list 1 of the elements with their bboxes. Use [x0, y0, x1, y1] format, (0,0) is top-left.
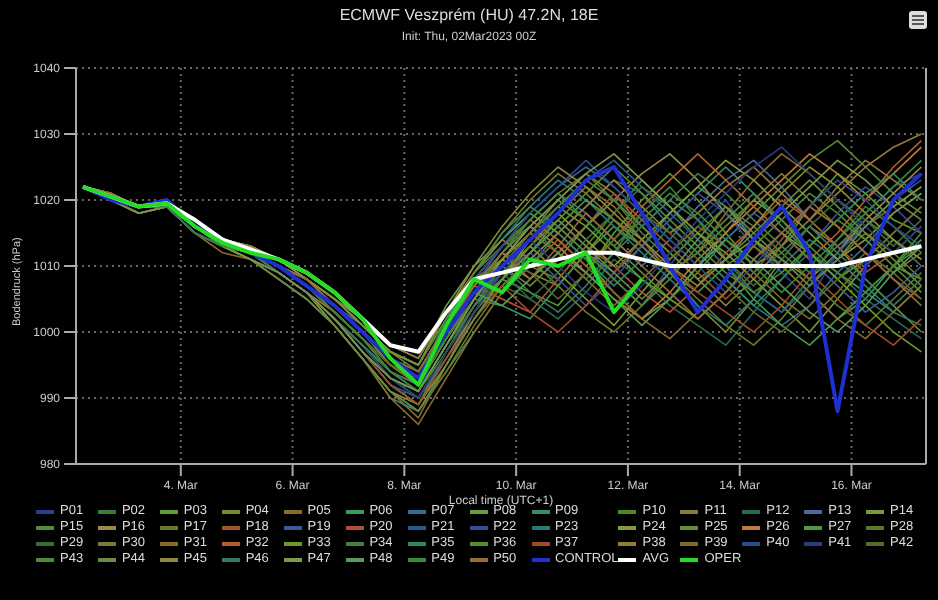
chart-title: ECMWF Veszprém (HU) 47.2N, 18E	[337, 6, 601, 24]
